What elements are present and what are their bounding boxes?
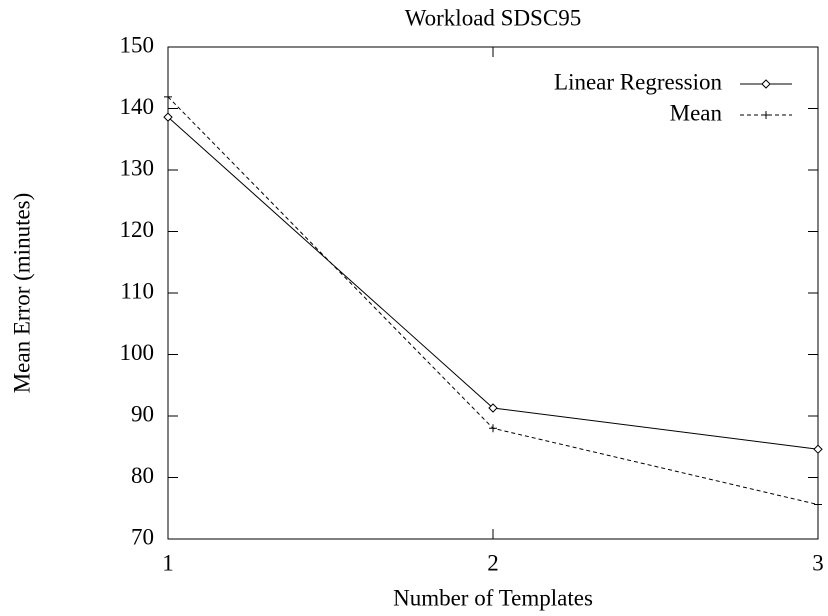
- marker: [488, 403, 498, 413]
- y-tick-label: 140: [120, 94, 155, 119]
- marker: [489, 424, 497, 433]
- data-line: [167, 96, 819, 506]
- x-tick-label: 2: [487, 550, 499, 575]
- x-tick-label: 1: [162, 550, 174, 575]
- marker: [813, 444, 823, 454]
- marker: [164, 92, 172, 101]
- y-axis-label: Mean Error (minutes): [9, 193, 34, 394]
- x-axis-label: Number of Templates: [393, 585, 593, 610]
- marker: [761, 79, 771, 89]
- y-tick-label: 100: [120, 340, 155, 365]
- legend-label: Mean: [670, 100, 723, 125]
- y-tick-label: 80: [131, 463, 154, 488]
- marker: [762, 111, 770, 119]
- y-tick-label: 90: [131, 401, 154, 426]
- legend-label: Linear Regression: [554, 69, 722, 94]
- marker: [814, 500, 822, 509]
- y-tick-label: 150: [120, 32, 155, 57]
- x-tick-label: 3: [812, 550, 824, 575]
- y-tick-label: 70: [131, 524, 154, 549]
- chart-title: Workload SDSC95: [405, 5, 581, 30]
- y-tick-label: 110: [120, 278, 154, 303]
- data-line: [167, 116, 819, 450]
- marker: [163, 112, 173, 122]
- y-tick-label: 130: [120, 155, 155, 180]
- y-tick-label: 120: [120, 217, 155, 242]
